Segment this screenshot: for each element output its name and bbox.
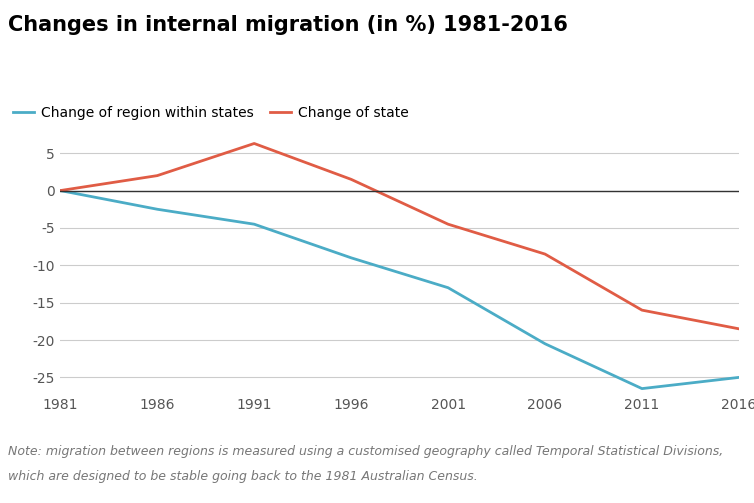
Text: Changes in internal migration (in %) 1981-2016: Changes in internal migration (in %) 198…	[8, 15, 568, 35]
Text: Note: migration between regions is measured using a customised geography called : Note: migration between regions is measu…	[8, 445, 723, 458]
Legend: Change of region within states, Change of state: Change of region within states, Change o…	[8, 101, 415, 126]
Text: which are designed to be stable going back to the 1981 Australian Census.: which are designed to be stable going ba…	[8, 470, 477, 483]
